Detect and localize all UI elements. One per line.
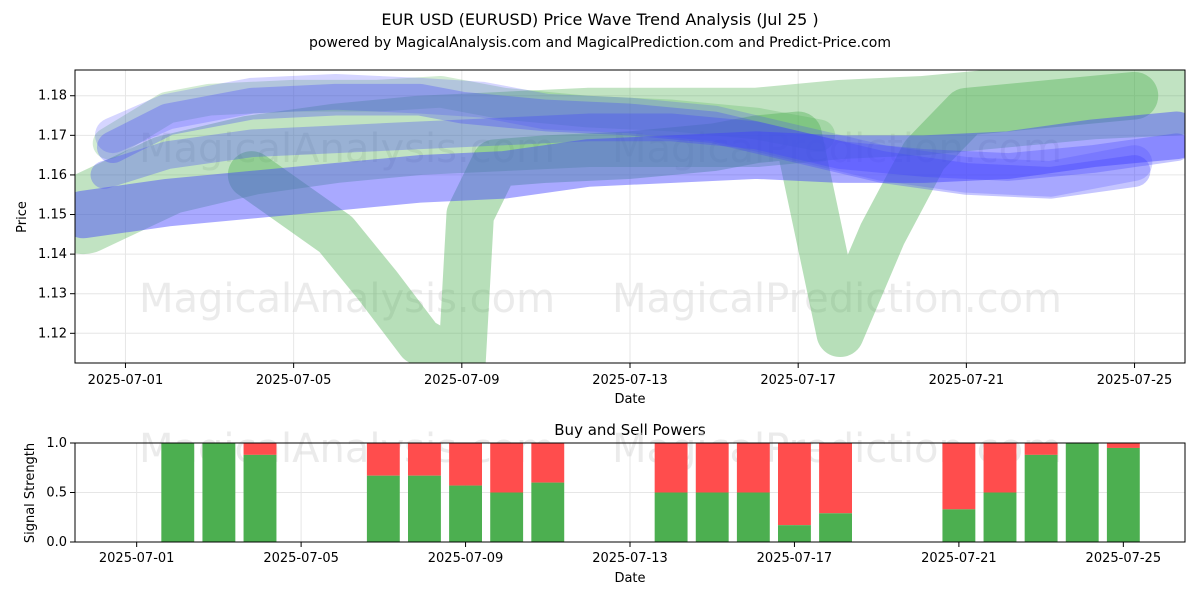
sell-bar [819,443,852,514]
price-x-label: Date [614,392,645,407]
watermark-prediction-mid: MagicalPrediction.com [612,276,1062,322]
sell-bar [531,443,565,483]
sell-bar [366,443,400,476]
sell-bar [736,443,770,493]
buy-sell-x-tick-label: 2025-07-17 [757,551,833,566]
watermark-analysis-top: MagicalAnalysis.com [139,126,555,172]
buy-bar [1106,447,1140,542]
buy-bar [449,485,482,542]
buy-sell-y-label: Signal Strength [23,443,38,543]
buy-sell-x-ticks: 2025-07-01 2025-07-05 2025-07-09 2025-07-13… [99,542,1161,566]
buy-sell-x-tick-label: 2025-07-13 [592,551,668,566]
sell-bar [243,443,277,455]
price-series-layer [75,70,1185,363]
sell-bar [1106,443,1140,448]
price-y-ticks: 1.12 1.13 1.14 1.15 1.16 1.17 1.18 [38,89,75,341]
buy-bar [695,492,729,542]
buy-sell-bars [161,443,1140,542]
buy-bar [736,492,770,542]
price-x-tick-label: 2025-07-09 [424,373,500,388]
watermark-analysis-mid: MagicalAnalysis.com [139,276,555,322]
series-blue-band [75,111,1185,239]
buy-sell-x-tick-label: 2025-07-25 [1086,551,1162,566]
price-x-tick-label: 2025-07-17 [760,373,836,388]
chart-subtitle: powered by MagicalAnalysis.com and Magic… [309,35,891,51]
price-y-tick-label: 1.17 [38,128,67,143]
buy-bar [1065,443,1099,542]
buy-bar [942,509,976,542]
price-wave-chart: MagicalAnalysis.com MagicalPrediction.co… [15,69,1186,407]
buy-sell-title: Buy and Sell Powers [554,421,706,439]
price-x-ticks: 2025-07-01 2025-07-05 2025-07-09 2025-07-13… [88,363,1173,388]
sell-bar [490,443,524,493]
series-blue-top-wave-2 [95,74,1153,197]
series-green-wave-short [227,71,1159,363]
buy-sell-chart: Buy and Sell Powers MagicalAnalysis.com … [23,421,1186,586]
buy-bar [1024,454,1058,542]
buy-bar [243,454,277,542]
buy-bar [531,482,565,542]
buy-sell-y-tick-label: 0.0 [46,535,67,550]
series-blue-mid-wave [90,113,1185,189]
price-x-tick-label: 2025-07-21 [929,373,1005,388]
price-y-tick-label: 1.14 [38,247,67,262]
price-y-tick-label: 1.15 [38,208,67,223]
buy-sell-y-tick-label: 1.0 [46,436,67,451]
buy-sell-y-tick-label: 0.5 [46,486,67,501]
buy-sell-x-tick-label: 2025-07-21 [921,551,997,566]
series-green-top-wave [92,75,836,160]
sell-bar [695,443,729,493]
series-green-trend-wide [75,70,1185,255]
buy-bar [819,513,852,542]
sell-bar [654,443,688,493]
buy-bar [654,492,688,542]
price-watermarks: MagicalAnalysis.com MagicalPrediction.co… [139,126,1062,322]
buy-bar [161,443,195,542]
sell-bar [449,443,482,486]
price-x-tick-label: 2025-07-05 [256,373,332,388]
buy-sell-y-ticks: 0.0 0.5 1.0 [46,436,75,550]
sell-bar [778,443,811,526]
sell-bar [408,443,441,476]
price-y-tick-label: 1.16 [38,168,67,183]
chart-title: EUR USD (EURUSD) Price Wave Trend Analys… [381,10,818,29]
series-blue-top-wave-1 [96,83,1151,199]
buy-sell-x-tick-label: 2025-07-09 [428,551,504,566]
sell-bar [983,443,1017,493]
buy-bar [778,525,811,542]
price-x-tick-label: 2025-07-01 [88,373,164,388]
price-y-tick-label: 1.13 [38,287,67,302]
watermark-prediction-top: MagicalPrediction.com [612,126,1062,172]
buy-bar [202,443,236,542]
buy-bar [408,475,441,542]
price-y-tick-label: 1.18 [38,89,67,104]
buy-bar [490,492,524,542]
price-x-tick-label: 2025-07-13 [592,373,668,388]
sell-bar [942,443,976,510]
price-grid [75,70,1185,363]
buy-bar [366,475,400,542]
buy-sell-x-label: Date [614,571,645,586]
price-y-label: Price [15,201,30,233]
price-y-tick-label: 1.12 [38,326,67,341]
buy-sell-x-tick-label: 2025-07-05 [263,551,339,566]
buy-bar [983,492,1017,542]
sell-bar [1024,443,1058,455]
buy-sell-x-tick-label: 2025-07-01 [99,551,175,566]
price-x-tick-label: 2025-07-25 [1097,373,1173,388]
